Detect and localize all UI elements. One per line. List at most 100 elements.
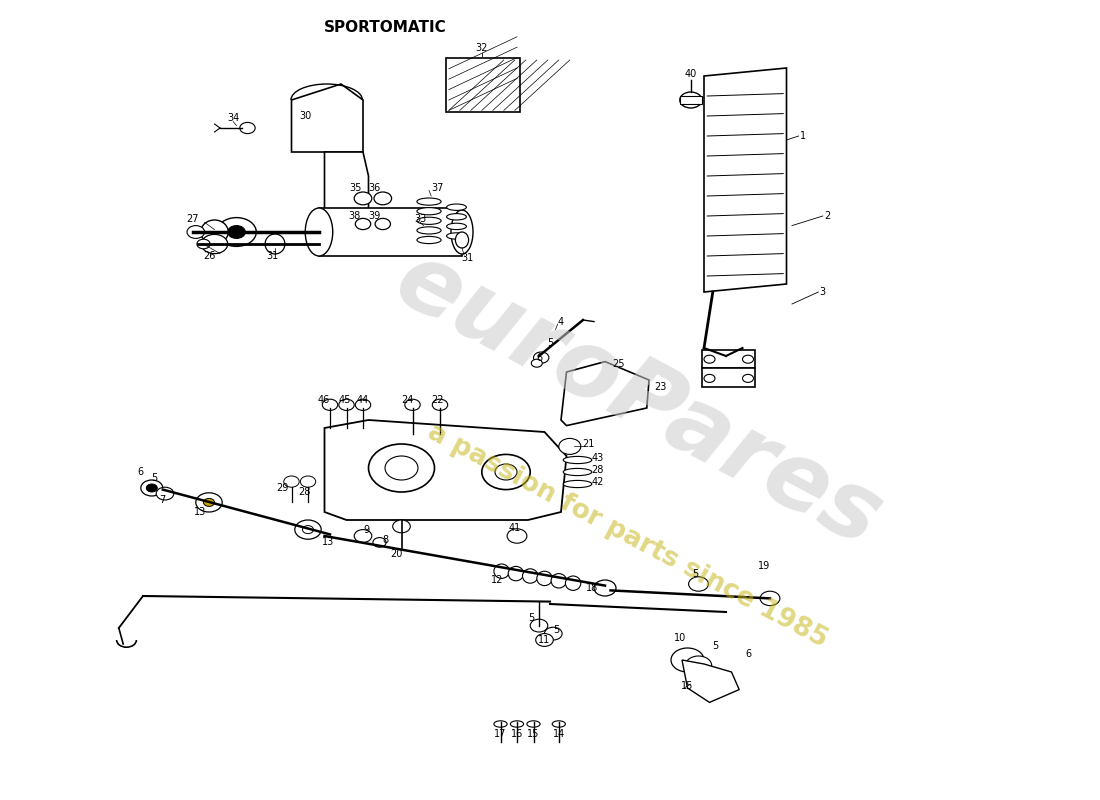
Circle shape xyxy=(482,454,530,490)
Polygon shape xyxy=(324,152,369,212)
Text: 4: 4 xyxy=(558,317,564,326)
Text: 5: 5 xyxy=(151,474,157,483)
Text: 23: 23 xyxy=(653,382,667,392)
Text: 31: 31 xyxy=(461,253,474,262)
Text: 1: 1 xyxy=(800,131,806,141)
Circle shape xyxy=(530,619,548,632)
Text: 25: 25 xyxy=(612,359,625,369)
Circle shape xyxy=(742,374,754,382)
Text: 41: 41 xyxy=(508,523,521,533)
Text: 12: 12 xyxy=(491,575,504,585)
Circle shape xyxy=(393,520,410,533)
Ellipse shape xyxy=(510,721,524,727)
Text: 17: 17 xyxy=(494,729,507,738)
Text: 20: 20 xyxy=(389,549,403,558)
Ellipse shape xyxy=(508,566,524,581)
Circle shape xyxy=(689,577,708,591)
Circle shape xyxy=(760,591,780,606)
Circle shape xyxy=(432,399,448,410)
Text: 5: 5 xyxy=(528,613,535,622)
Circle shape xyxy=(742,355,754,363)
Circle shape xyxy=(495,464,517,480)
Text: 14: 14 xyxy=(552,729,565,738)
Text: 46: 46 xyxy=(317,395,330,405)
Circle shape xyxy=(156,487,174,500)
Circle shape xyxy=(594,580,616,596)
Circle shape xyxy=(559,438,581,454)
Text: 37: 37 xyxy=(431,183,444,193)
Circle shape xyxy=(375,218,390,230)
Text: 6: 6 xyxy=(745,650,751,659)
Text: euroPares: euroPares xyxy=(379,234,896,566)
Circle shape xyxy=(704,355,715,363)
Ellipse shape xyxy=(447,214,466,220)
Text: 29: 29 xyxy=(276,483,289,493)
Ellipse shape xyxy=(563,468,592,475)
Ellipse shape xyxy=(552,721,565,727)
Ellipse shape xyxy=(563,480,592,488)
Ellipse shape xyxy=(306,208,332,256)
Text: 38: 38 xyxy=(348,211,361,221)
Text: 19: 19 xyxy=(758,562,771,571)
Text: 33: 33 xyxy=(414,214,427,224)
Text: 27: 27 xyxy=(186,214,199,224)
Bar xyxy=(319,208,462,256)
Circle shape xyxy=(300,476,316,487)
Ellipse shape xyxy=(447,223,466,230)
Text: 32: 32 xyxy=(475,43,488,53)
Text: 35: 35 xyxy=(349,183,362,193)
Circle shape xyxy=(373,538,386,547)
Bar xyxy=(702,368,755,387)
Circle shape xyxy=(228,226,245,238)
Polygon shape xyxy=(324,420,566,520)
Circle shape xyxy=(295,520,321,539)
Text: 6: 6 xyxy=(536,354,542,363)
Text: 28: 28 xyxy=(591,465,604,474)
Polygon shape xyxy=(704,68,786,292)
Circle shape xyxy=(339,399,354,410)
Circle shape xyxy=(536,634,553,646)
Circle shape xyxy=(146,484,157,492)
Circle shape xyxy=(544,627,562,640)
Circle shape xyxy=(240,122,255,134)
Ellipse shape xyxy=(522,569,538,583)
Bar xyxy=(446,58,520,112)
Ellipse shape xyxy=(447,233,466,239)
Ellipse shape xyxy=(527,721,540,727)
Circle shape xyxy=(374,192,392,205)
Text: 5: 5 xyxy=(712,642,718,651)
Text: 15: 15 xyxy=(681,681,694,690)
Text: 11: 11 xyxy=(538,635,551,645)
Circle shape xyxy=(507,529,527,543)
Ellipse shape xyxy=(417,218,441,225)
Text: 43: 43 xyxy=(591,453,604,462)
Text: 26: 26 xyxy=(202,251,216,261)
Circle shape xyxy=(302,526,313,534)
Ellipse shape xyxy=(417,198,441,206)
Circle shape xyxy=(405,399,420,410)
Circle shape xyxy=(284,476,299,487)
Circle shape xyxy=(385,456,418,480)
Text: 22: 22 xyxy=(431,395,444,405)
Text: 30: 30 xyxy=(299,111,312,121)
Text: 42: 42 xyxy=(591,478,604,487)
Bar xyxy=(680,96,702,104)
Text: 2: 2 xyxy=(824,211,830,221)
Circle shape xyxy=(354,192,372,205)
Circle shape xyxy=(680,92,702,108)
Text: 21: 21 xyxy=(582,439,595,449)
Ellipse shape xyxy=(200,220,229,244)
Ellipse shape xyxy=(451,210,473,254)
Text: 5: 5 xyxy=(553,625,560,634)
Circle shape xyxy=(704,374,715,382)
Ellipse shape xyxy=(455,232,469,248)
Text: 36: 36 xyxy=(367,183,381,193)
Text: 31: 31 xyxy=(266,251,279,261)
Ellipse shape xyxy=(565,576,581,590)
Text: 16: 16 xyxy=(510,729,524,738)
Text: 13: 13 xyxy=(194,507,207,517)
Circle shape xyxy=(685,656,712,675)
Circle shape xyxy=(217,218,256,246)
Text: 5: 5 xyxy=(692,570,698,579)
Circle shape xyxy=(197,239,210,249)
